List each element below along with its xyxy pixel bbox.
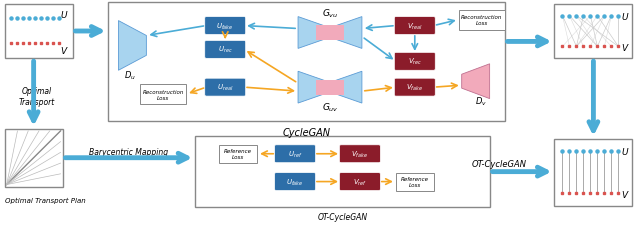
Text: $V_{rec}$: $V_{rec}$ [408,57,422,67]
Text: $U_{rec}$: $U_{rec}$ [218,45,232,55]
Polygon shape [330,72,362,104]
Text: $U$: $U$ [60,9,68,20]
Text: Reconstruction
Loss: Reconstruction Loss [461,15,502,26]
Bar [220,145,257,163]
Bar [459,11,504,30]
Text: Reference
Loss: Reference Loss [224,149,252,160]
FancyBboxPatch shape [205,79,246,97]
Text: $V_{real}$: $V_{real}$ [406,21,423,32]
Text: $V$: $V$ [621,188,629,199]
Text: $V$: $V$ [621,42,629,53]
Polygon shape [330,18,362,49]
Polygon shape [316,26,344,41]
Bar [554,139,632,207]
FancyBboxPatch shape [394,18,435,35]
FancyBboxPatch shape [339,173,380,191]
FancyBboxPatch shape [205,41,246,59]
Text: OT-CycleGAN: OT-CycleGAN [472,160,527,169]
Bar [195,136,490,207]
Bar [140,85,186,105]
FancyBboxPatch shape [205,18,246,35]
Text: $U_{fake}$: $U_{fake}$ [286,177,304,187]
Bar [108,3,504,122]
Text: $G_{vu}$: $G_{vu}$ [322,7,338,20]
Bar [396,173,434,191]
FancyBboxPatch shape [339,145,380,163]
Text: $U$: $U$ [621,11,629,22]
Text: $D_u$: $D_u$ [124,70,136,82]
Polygon shape [298,18,330,49]
Text: $G_{uv}$: $G_{uv}$ [321,101,339,114]
FancyBboxPatch shape [275,145,316,163]
Text: Optimal Transport Plan: Optimal Transport Plan [4,197,85,203]
Text: $U_{fake}$: $U_{fake}$ [216,21,234,32]
FancyBboxPatch shape [394,53,435,71]
Text: Optimal
Transport: Optimal Transport [19,87,55,106]
Bar [554,5,632,59]
Text: $U$: $U$ [621,146,629,157]
FancyBboxPatch shape [394,79,435,97]
Text: OT-CycleGAN: OT-CycleGAN [317,212,367,221]
Text: $V_{ref}$: $V_{ref}$ [353,177,367,187]
Polygon shape [118,21,147,71]
FancyBboxPatch shape [275,173,316,191]
Text: $D_v$: $D_v$ [475,95,486,108]
Text: $V_{fake}$: $V_{fake}$ [351,149,369,159]
Text: CycleGAN: CycleGAN [282,127,330,137]
Bar [4,129,63,187]
Text: Barycentric Mapping: Barycentric Mapping [89,148,168,157]
Text: Reconstruction
Loss: Reconstruction Loss [143,89,184,100]
Text: $U_{ref}$: $U_{ref}$ [288,149,302,159]
Text: Reference
Loss: Reference Loss [401,176,429,187]
Bar [4,5,72,59]
Polygon shape [461,65,490,99]
Text: $V$: $V$ [60,45,68,56]
Polygon shape [316,80,344,95]
Polygon shape [298,72,330,104]
Text: $U_{real}$: $U_{real}$ [217,83,234,93]
Text: $V_{fake}$: $V_{fake}$ [406,83,424,93]
